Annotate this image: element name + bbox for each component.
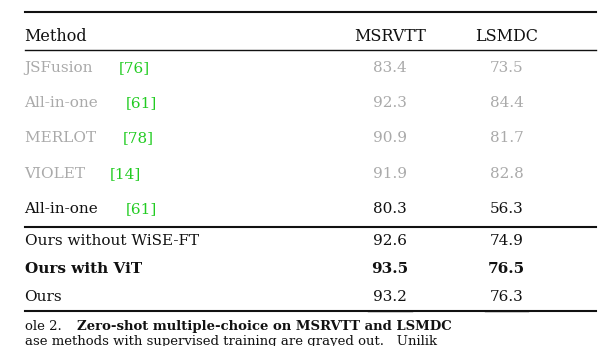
Text: JSFusion: JSFusion: [25, 61, 98, 75]
Text: 84.4: 84.4: [489, 96, 524, 110]
Text: All-in-one: All-in-one: [25, 96, 103, 110]
Text: Ours: Ours: [25, 290, 62, 304]
Text: 76.5: 76.5: [488, 262, 525, 276]
Text: ole 2.: ole 2.: [25, 320, 66, 334]
Text: [78]: [78]: [123, 131, 154, 145]
Text: VIOLET: VIOLET: [25, 167, 90, 181]
Text: ase methods with supervised training are grayed out.   Unilik: ase methods with supervised training are…: [25, 335, 437, 346]
Text: 90.9: 90.9: [373, 131, 407, 145]
Text: All-in-one: All-in-one: [25, 202, 103, 216]
Text: 81.7: 81.7: [490, 131, 523, 145]
Text: 82.8: 82.8: [490, 167, 523, 181]
Text: 92.6: 92.6: [373, 234, 407, 248]
Text: 73.5: 73.5: [490, 61, 523, 75]
Text: Ours with ViT: Ours with ViT: [25, 262, 142, 276]
Text: [61]: [61]: [126, 202, 157, 216]
Text: Zero-shot multiple-choice on MSRVTT and LSMDC: Zero-shot multiple-choice on MSRVTT and …: [77, 320, 453, 334]
Text: [61]: [61]: [126, 96, 157, 110]
Text: MSRVTT: MSRVTT: [354, 28, 426, 45]
Text: 92.3: 92.3: [373, 96, 407, 110]
Text: 93.2: 93.2: [373, 290, 407, 304]
Text: MERLOT: MERLOT: [25, 131, 101, 145]
Text: Ours without WiSE-FT: Ours without WiSE-FT: [25, 234, 199, 248]
Text: Method: Method: [25, 28, 87, 45]
Text: [76]: [76]: [119, 61, 150, 75]
Text: 76.3: 76.3: [490, 290, 523, 304]
Text: 80.3: 80.3: [373, 202, 406, 216]
Text: 91.9: 91.9: [373, 167, 407, 181]
Text: 74.9: 74.9: [489, 234, 524, 248]
Text: 56.3: 56.3: [490, 202, 523, 216]
Text: 83.4: 83.4: [373, 61, 406, 75]
Text: [14]: [14]: [109, 167, 141, 181]
Text: 93.5: 93.5: [371, 262, 408, 276]
Text: LSMDC: LSMDC: [475, 28, 538, 45]
